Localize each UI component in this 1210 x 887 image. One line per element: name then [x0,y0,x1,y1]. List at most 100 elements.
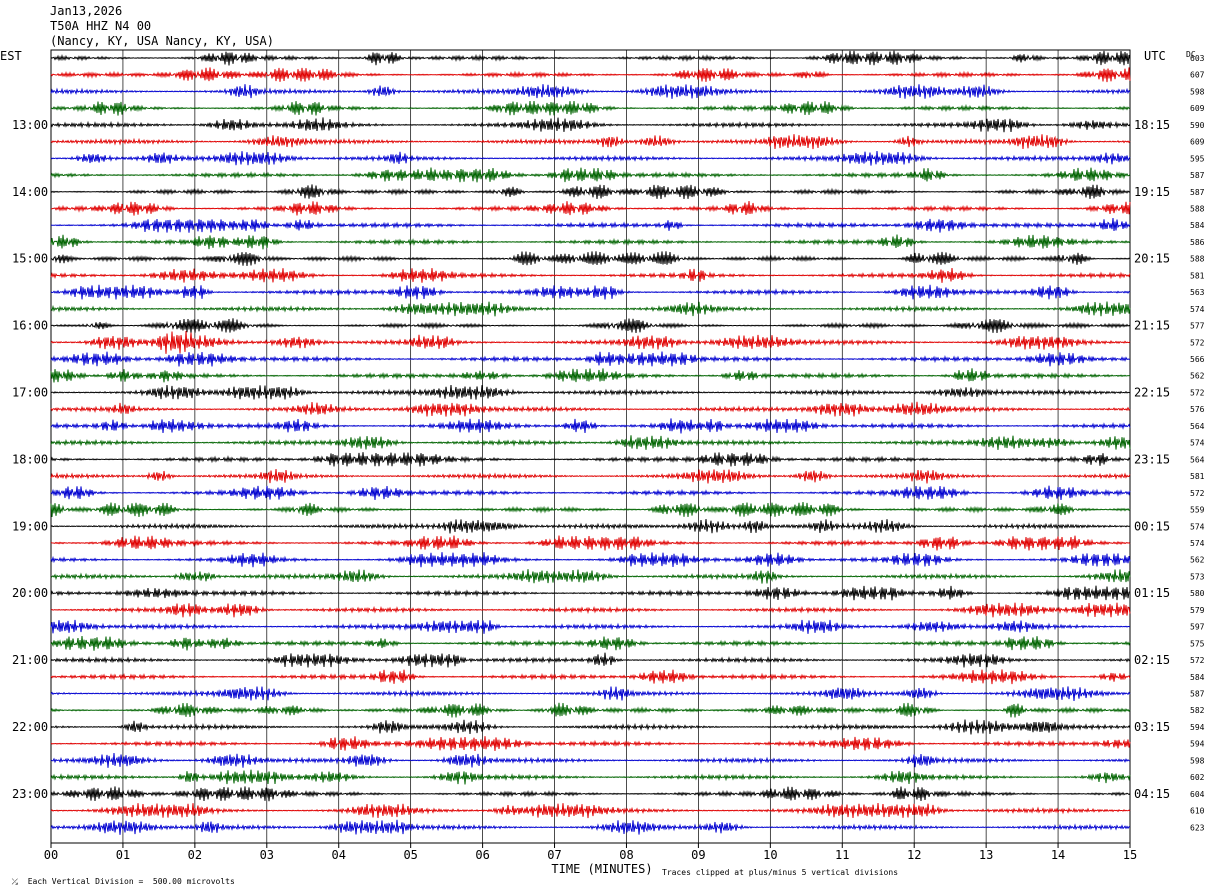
dc-offset-label: 576 [1190,405,1205,414]
clip-note: Traces clipped at plus/minus 5 vertical … [662,868,899,877]
dc-offset-label: 574 [1190,522,1205,531]
trace-row-46 [50,819,1131,835]
x-tick-label: 01 [116,848,130,862]
est-hour-label: 21:00 [12,653,48,667]
est-hour-label: 23:00 [12,787,48,801]
chart-date: Jan13,2026 [50,4,123,18]
trace-row-3 [50,101,1131,116]
utc-hour-label: 23:15 [1134,452,1170,466]
trace-row-1 [50,67,1131,83]
x-tick-label: 11 [835,848,849,862]
x-tick-label: 14 [1051,848,1065,862]
x-tick-label: 04 [332,848,346,862]
dc-offset-label: 559 [1190,506,1205,515]
trace-row-10 [50,218,1131,233]
trace-row-38 [50,686,1131,701]
dc-offset-label: 581 [1190,472,1205,481]
trace-row-5 [50,134,1131,150]
chart-location: (Nancy, KY, USA Nancy, KY, USA) [50,34,274,48]
dc-axis-title: DC [1186,50,1196,59]
trace-row-14 [50,284,1131,300]
dc-offset-label: 574 [1190,439,1205,448]
dc-offset-label: 572 [1190,338,1205,347]
dc-offset-label: 574 [1190,539,1205,548]
dc-offset-label: 562 [1190,372,1205,381]
plot-frame [50,49,1131,844]
trace-row-24 [50,452,1131,467]
trace-row-12 [50,251,1131,267]
utc-hour-label: 21:15 [1134,319,1170,333]
utc-hour-label: 00:15 [1134,519,1170,533]
scale-icon: ⤰ [11,877,19,886]
trace-row-11 [50,234,1131,250]
trace-row-29 [50,535,1131,551]
dc-offset-label: 597 [1190,623,1205,632]
dc-offset-label: 604 [1190,790,1205,799]
est-hour-label: 14:00 [12,185,48,199]
dc-offset-label: 586 [1190,238,1205,247]
dc-offset-label: 590 [1190,121,1205,130]
dc-offset-label: 602 [1190,773,1205,782]
dc-offset-label: 574 [1190,305,1205,314]
dc-offset-label: 573 [1190,572,1205,581]
dc-offset-label: 580 [1190,589,1205,598]
dc-offset-label: 609 [1190,104,1205,113]
x-axis-label: TIME (MINUTES) [551,862,652,876]
est-hour-label: 18:00 [12,452,48,466]
dc-offset-label: 587 [1190,689,1205,698]
utc-hour-label: 19:15 [1134,185,1170,199]
x-tick-label: 06 [475,848,489,862]
trace-row-42 [50,753,1131,768]
dc-offset-label: 598 [1190,756,1205,765]
dc-offset-label: 607 [1190,71,1205,80]
trace-row-22 [50,418,1131,434]
dc-offset-label: 584 [1190,673,1205,682]
dc-offset-label: 579 [1190,606,1205,615]
utc-hour-label: 02:15 [1134,653,1170,667]
dc-offset-label: 566 [1190,355,1205,364]
dc-offset-label: 575 [1190,639,1205,648]
trace-row-17 [50,330,1131,354]
trace-row-8 [50,184,1131,200]
est-hour-label: 19:00 [12,519,48,533]
dc-offset-label: 609 [1190,138,1205,147]
dc-offset-label: 581 [1190,271,1205,280]
trace-row-31 [50,569,1131,584]
trace-row-20 [50,385,1131,400]
trace-row-18 [50,351,1131,367]
trace-row-19 [50,368,1130,383]
dc-offset-label: 572 [1190,489,1205,498]
dc-offset-label: 588 [1190,205,1205,214]
trace-row-41 [50,736,1131,752]
dc-offset-label: 582 [1190,706,1205,715]
trace-row-45 [50,803,1131,819]
utc-hour-label: 18:15 [1134,118,1170,132]
est-hour-label: 20:00 [12,586,48,600]
trace-row-7 [50,167,1131,183]
trace-row-35 [50,635,1131,651]
utc-hour-label: 01:15 [1134,586,1170,600]
x-tick-label: 12 [907,848,921,862]
x-tick-label: 08 [619,848,633,862]
dc-offset-label: 587 [1190,171,1205,180]
dc-offset-label: 594 [1190,740,1205,749]
trace-row-26 [50,485,1131,500]
dc-offset-label: 564 [1190,422,1205,431]
trace-row-28 [50,518,1131,534]
utc-hour-label: 22:15 [1134,385,1170,399]
dc-offset-label: 588 [1190,255,1205,264]
scale-text: Each Vertical Division = 500.00 microvol… [27,877,235,886]
dc-offset-label: 603 [1190,54,1205,63]
x-tick-label: 07 [547,848,561,862]
utc-hour-label: 03:15 [1134,720,1170,734]
dc-offset-label: 564 [1190,455,1205,464]
trace-row-33 [50,602,1131,618]
trace-row-34 [50,619,1130,634]
dc-offset-label: 562 [1190,556,1205,565]
dc-offset-label: 587 [1190,188,1205,197]
trace-row-43 [50,769,1131,785]
trace-row-39 [50,702,1131,718]
trace-row-9 [50,201,1131,216]
trace-row-23 [50,435,1131,450]
